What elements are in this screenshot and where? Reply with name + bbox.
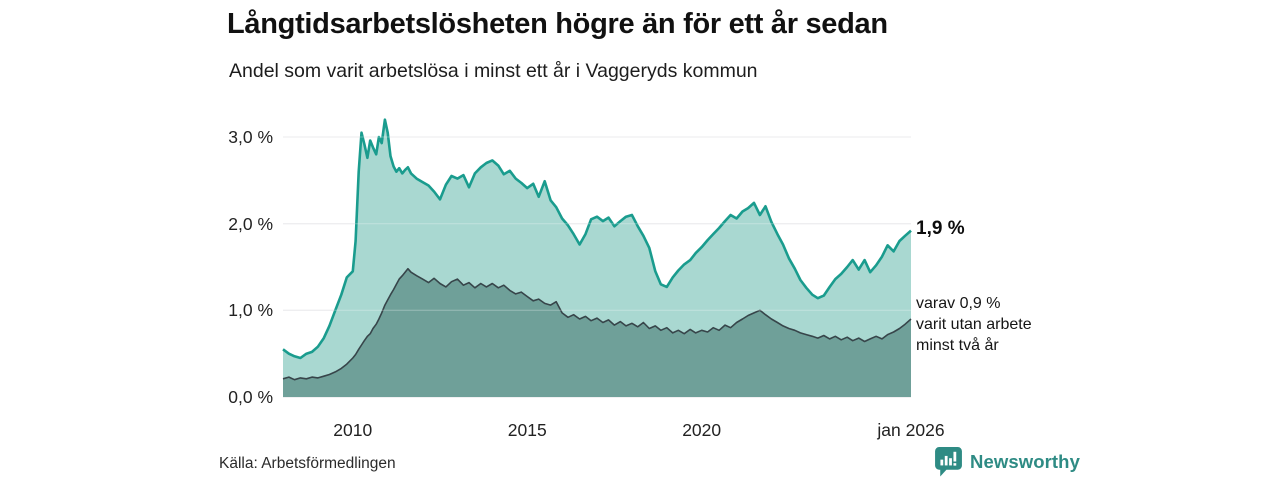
y-tick-label: 1,0 % xyxy=(228,300,273,321)
breakdown-line-1: varav 0,9 % xyxy=(916,295,1001,312)
y-tick-label: 0,0 % xyxy=(228,387,273,407)
x-tick-label: 2015 xyxy=(507,420,547,440)
breakdown-line-2: varit utan arbete xyxy=(916,316,1032,333)
y-tick-label: 2,0 % xyxy=(228,213,273,234)
x-tick-label: 2020 xyxy=(682,420,722,440)
plot-area xyxy=(282,110,912,398)
source-attribution: Källa: Arbetsförmedlingen xyxy=(219,455,396,472)
chart-title: Långtidsarbetslösheten högre än för ett … xyxy=(227,8,888,40)
newsworthy-bubble-chart-icon xyxy=(935,447,962,477)
series-total-line xyxy=(282,118,912,360)
newsworthy-logo: Newsworthy xyxy=(934,446,1080,477)
breakdown-line-3: minst två år xyxy=(916,337,999,354)
series-two-year-area xyxy=(283,268,911,397)
x-tick-label: jan 2026 xyxy=(877,420,945,440)
series-two-year-line xyxy=(282,267,912,381)
newsworthy-wordmark: Newsworthy xyxy=(970,450,1080,472)
breakdown-annotation: varav 0,9 % varit utan arbete minst två … xyxy=(916,293,1032,356)
y-tick-label: 3,0 % xyxy=(228,126,273,147)
chart-subtitle: Andel som varit arbetslösa i minst ett å… xyxy=(229,60,758,82)
area-chart-svg xyxy=(282,118,912,398)
latest-value-label: 1,9 % xyxy=(916,218,965,239)
x-tick-label: 2010 xyxy=(333,420,373,440)
